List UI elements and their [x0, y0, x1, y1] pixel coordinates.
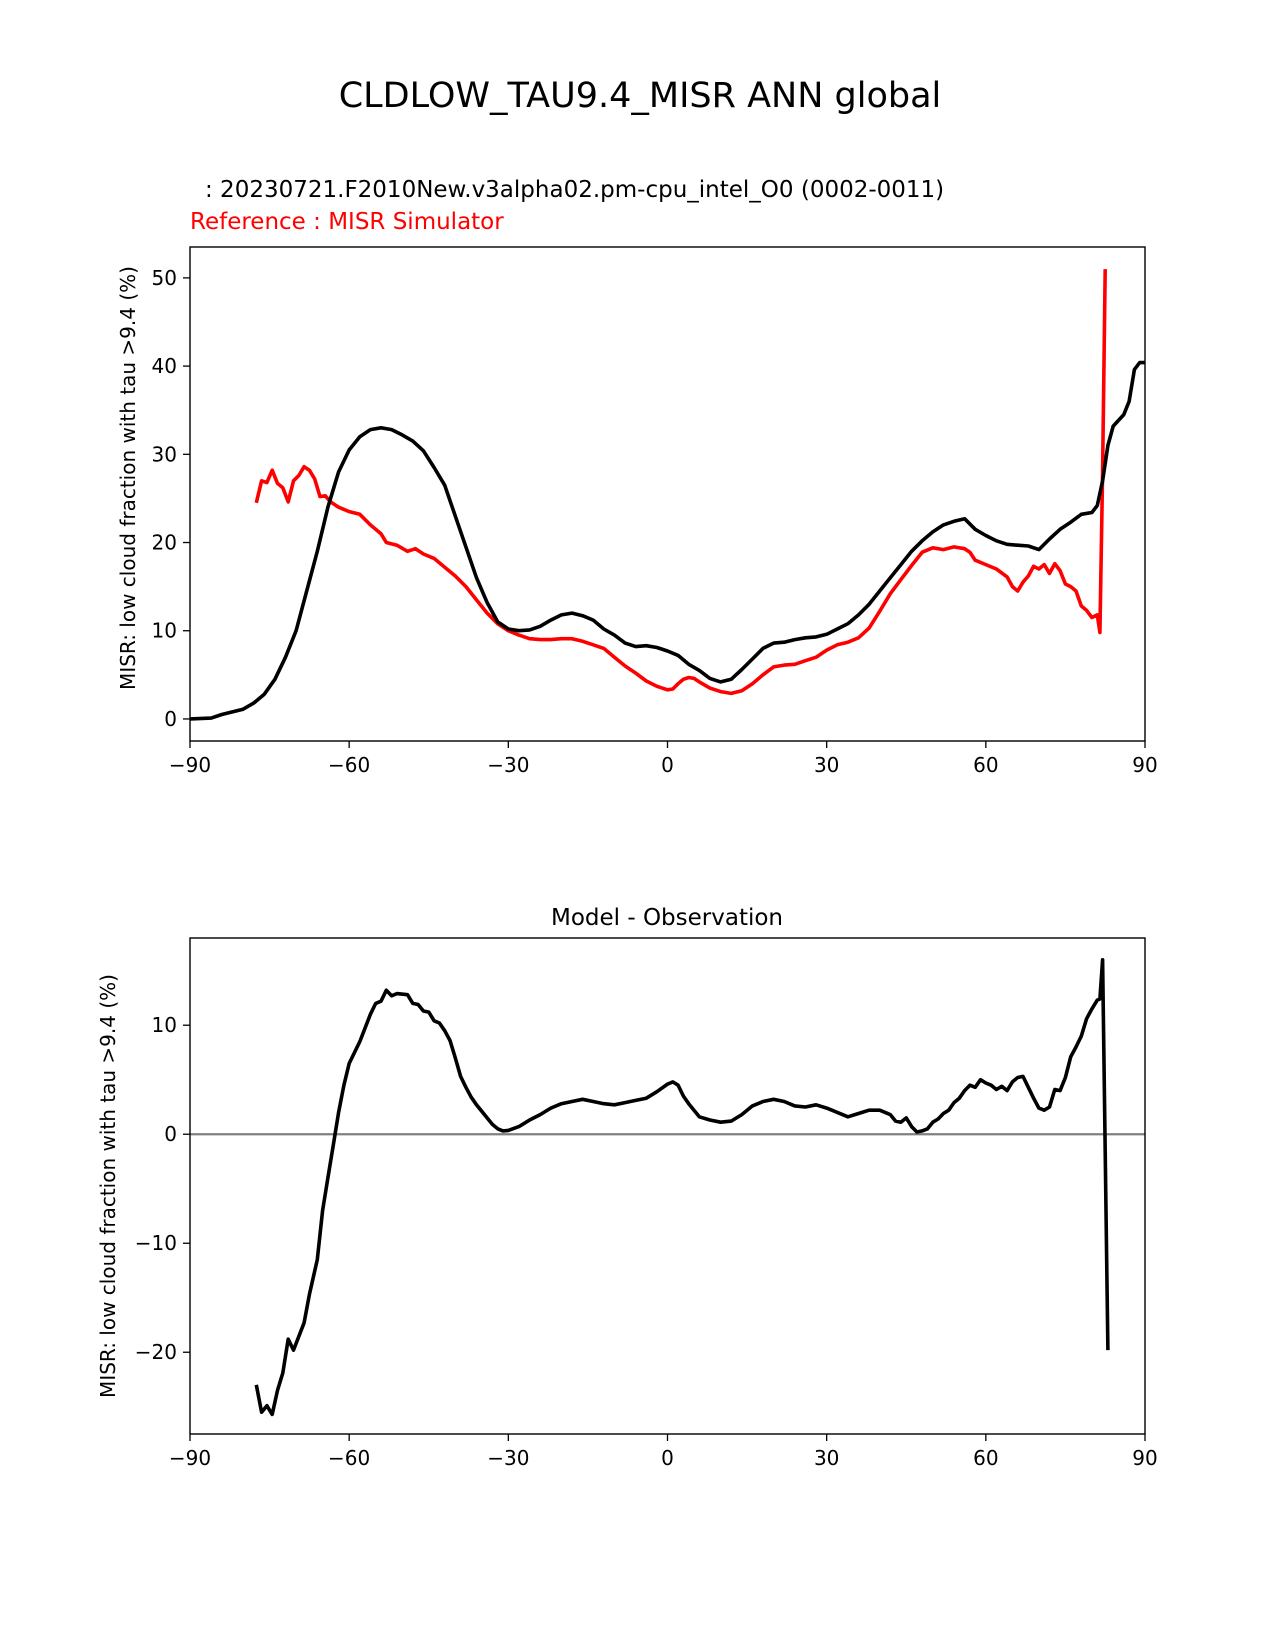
bottom-series-difference-line [254, 958, 1110, 1417]
bottom-y-axis-label: MISR: low cloud fraction with tau >9.4 (… [96, 974, 120, 1398]
top-x-tick-label: −60 [328, 753, 370, 777]
bottom-y-tick-label: 10 [152, 1013, 177, 1037]
top-tick-layer: −90 −60 −30 0 30 60 90 0 10 20 30 40 50 [152, 266, 1158, 777]
bottom-x-tick-label: 0 [661, 1446, 674, 1470]
bottom-x-tick-label: 60 [973, 1446, 998, 1470]
bottom-x-tick-label: 30 [814, 1446, 839, 1470]
top-x-tick-label: −30 [487, 753, 529, 777]
bottom-chart: Model - Observation MISR: low cloud frac… [96, 905, 1158, 1470]
bottom-series-layer [190, 958, 1145, 1417]
top-test-label: : 20230721.F2010New.v3alpha02.pm-cpu_int… [205, 177, 944, 203]
bottom-y-tick-label: −20 [135, 1340, 177, 1364]
top-plot-frame [189, 246, 1146, 742]
top-series-layer [189, 269, 1145, 721]
bottom-y-tick-label: −10 [135, 1231, 177, 1255]
top-x-tick-label: 0 [661, 753, 674, 777]
bottom-x-tick-label: −90 [169, 1446, 211, 1470]
figure-title: CLDLOW_TAU9.4_MISR ANN global [339, 76, 942, 116]
top-y-tick-label: 30 [152, 442, 177, 466]
top-reference-label: Reference : MISR Simulator [190, 209, 504, 235]
bottom-x-tick-label: −30 [487, 1446, 529, 1470]
top-series-reference-line [254, 269, 1107, 696]
top-y-tick-label: 10 [152, 619, 177, 643]
top-y-tick-label: 50 [152, 266, 177, 290]
top-series-test-line [189, 360, 1145, 721]
top-x-tick-label: −90 [169, 753, 211, 777]
top-y-tick-label: 40 [152, 354, 177, 378]
bottom-x-tick-label: −60 [328, 1446, 370, 1470]
top-x-tick-label: 90 [1132, 753, 1157, 777]
bottom-plot-frame [189, 937, 1146, 1435]
top-x-tick-label: 60 [973, 753, 998, 777]
top-x-tick-label: 30 [814, 753, 839, 777]
top-chart: : 20230721.F2010New.v3alpha02.pm-cpu_int… [116, 177, 1158, 777]
bottom-title: Model - Observation [551, 905, 783, 931]
top-y-tick-label: 20 [152, 531, 177, 555]
top-y-tick-label: 0 [164, 707, 177, 731]
top-y-axis-label: MISR: low cloud fraction with tau >9.4 (… [116, 266, 140, 690]
bottom-tick-layer: −90 −60 −30 0 30 60 90 −20 −10 0 10 [135, 1013, 1158, 1470]
bottom-x-tick-label: 90 [1132, 1446, 1157, 1470]
bottom-y-tick-label: 0 [164, 1122, 177, 1146]
